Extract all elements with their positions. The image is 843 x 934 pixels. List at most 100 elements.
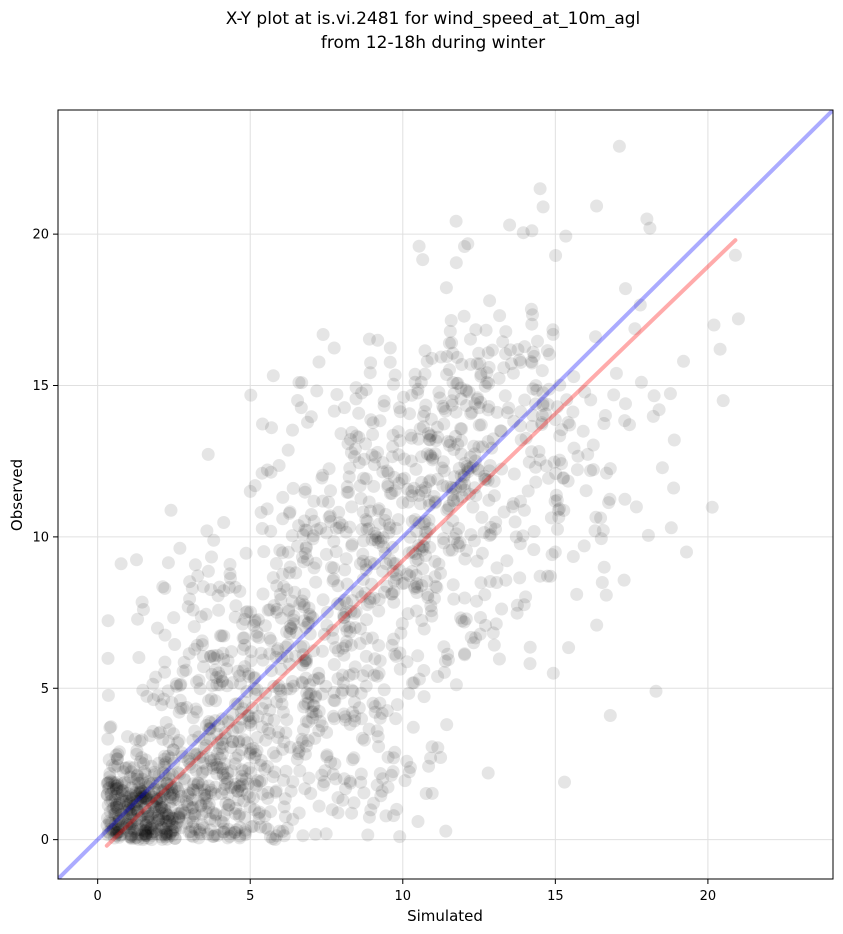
scatter-point <box>116 784 130 798</box>
scatter-point <box>139 753 153 767</box>
scatter-point <box>148 768 161 782</box>
scatter-point <box>233 807 247 821</box>
scatter-point <box>108 789 122 803</box>
scatter-point <box>303 678 316 692</box>
scatter-point <box>118 800 132 814</box>
scatter-point <box>514 405 528 419</box>
scatter-point <box>373 767 387 780</box>
scatter-point <box>115 784 129 798</box>
scatter-point <box>201 564 215 578</box>
scatter-point <box>425 740 439 754</box>
scatter-point <box>404 454 418 468</box>
scatter-point <box>145 833 159 847</box>
scatter-point <box>386 440 400 454</box>
scatter-point <box>188 809 202 823</box>
scatter-point <box>112 825 126 839</box>
scatter-point <box>103 794 117 808</box>
scatter-point <box>458 648 472 662</box>
scatter-point <box>248 479 262 493</box>
scatter-point <box>478 469 492 483</box>
scatter-point <box>270 605 284 619</box>
scatter-point <box>240 685 254 699</box>
scatter-point <box>232 809 246 823</box>
scatter-point <box>203 649 217 663</box>
scatter-point <box>213 751 227 765</box>
scatter-point <box>216 737 230 751</box>
scatter-point <box>103 805 117 819</box>
scatter-point <box>337 610 351 624</box>
scatter-point <box>274 592 288 606</box>
scatter-point <box>222 798 236 812</box>
scatter-point <box>152 812 166 826</box>
scatter-point <box>383 341 397 355</box>
scatter-point <box>236 702 250 716</box>
scatter-point <box>144 811 158 825</box>
scatter-point <box>223 829 237 843</box>
scatter-point <box>194 798 208 812</box>
scatter-point <box>618 414 632 428</box>
scatter-point <box>385 638 399 652</box>
scatter-point <box>364 356 378 370</box>
scatter-point <box>539 459 553 473</box>
scatter-point <box>417 517 431 531</box>
scatter-point <box>176 750 190 763</box>
scatter-point <box>124 788 138 802</box>
scatter-point <box>445 543 459 557</box>
scatter-point <box>249 747 263 761</box>
scatter-point <box>110 826 124 840</box>
scatter-point <box>139 827 153 841</box>
scatter-point <box>163 814 177 828</box>
scatter-point <box>541 569 554 583</box>
scatter-point <box>495 462 509 476</box>
scatter-point <box>445 394 459 408</box>
scatter-point <box>222 581 236 594</box>
scatter-point <box>345 683 359 697</box>
scatter-point <box>105 816 118 830</box>
scatter-point <box>542 382 556 396</box>
scatter-point <box>125 803 139 817</box>
scatter-point <box>383 553 397 567</box>
scatter-point <box>366 696 380 710</box>
scatter-point <box>160 777 174 791</box>
scatter-point <box>157 692 171 706</box>
scatter-point <box>506 366 520 380</box>
scatter-point <box>246 711 260 725</box>
scatter-point <box>139 801 152 815</box>
scatter-point <box>343 461 357 475</box>
scatter-point <box>405 489 419 503</box>
scatter-point <box>359 679 373 693</box>
scatter-point <box>195 807 209 821</box>
scatter-point <box>377 683 391 697</box>
scatter-point <box>248 803 262 817</box>
scatter-point <box>195 778 209 792</box>
scatter-point <box>115 787 129 801</box>
chart-title-line-1: X-Y plot at is.vi.2481 for wind_speed_at… <box>226 9 641 29</box>
scatter-point <box>121 730 134 744</box>
scatter-point <box>475 546 489 560</box>
scatter-point <box>185 581 199 595</box>
scatter-point <box>158 782 172 796</box>
scatter-point <box>551 503 565 517</box>
scatter-point <box>556 471 570 485</box>
scatter-point <box>233 829 247 843</box>
scatter-point <box>567 441 581 455</box>
scatter-point <box>146 806 160 820</box>
scatter-point <box>235 763 249 777</box>
scatter-point <box>148 800 162 814</box>
scatter-point <box>464 357 478 371</box>
scatter-point <box>203 732 217 746</box>
scatter-point <box>258 762 272 776</box>
scatter-point <box>259 696 273 710</box>
scatter-point <box>187 783 200 797</box>
scatter-point <box>194 799 208 813</box>
scatter-point <box>567 370 581 384</box>
scatter-point <box>481 403 495 417</box>
scatter-point <box>310 384 324 398</box>
scatter-point <box>146 776 160 790</box>
scatter-point <box>513 419 527 433</box>
scatter-point <box>371 730 385 744</box>
scatter-point <box>331 644 345 658</box>
scatter-point <box>261 822 275 836</box>
scatter-point <box>151 792 165 806</box>
scatter-point <box>368 700 382 713</box>
